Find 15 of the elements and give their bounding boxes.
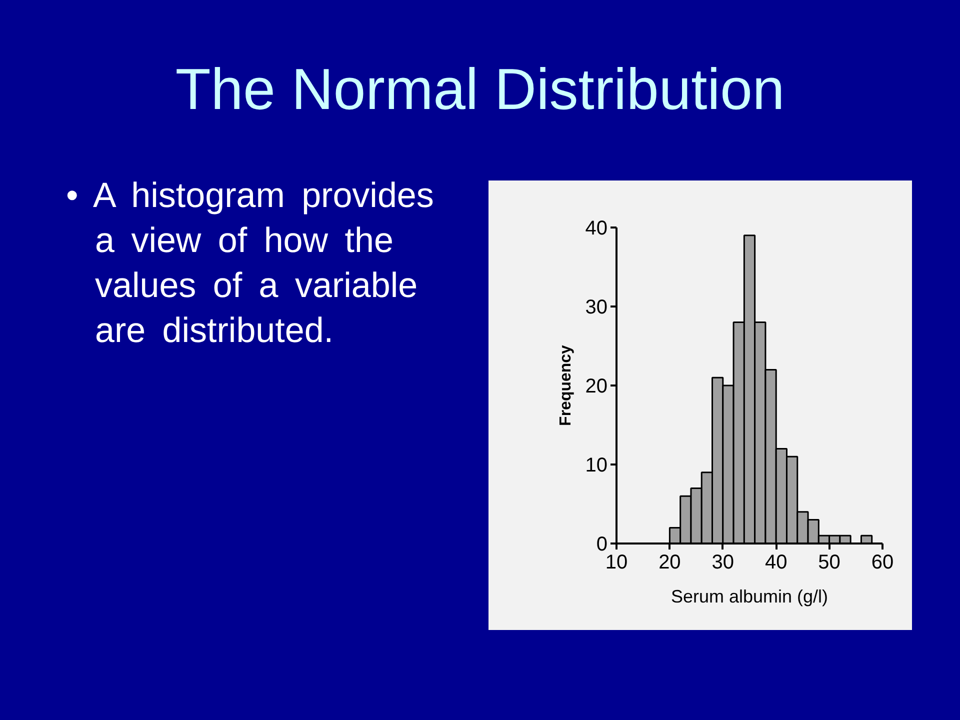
y-tick-label: 10 xyxy=(585,454,608,476)
x-axis-title: Serum albumin (g/l) xyxy=(670,586,828,606)
y-tick-label: 30 xyxy=(585,296,608,318)
text: • A histogram provides a view of how the values of a variable are distributed. xyxy=(65,175,435,352)
x-tick-label: 60 xyxy=(871,552,894,574)
y-tick-label: 20 xyxy=(585,376,608,398)
y-tick-label: 0 xyxy=(596,534,608,556)
chart-title: The Normal Distribution xyxy=(174,56,786,124)
x-tick-label: 50 xyxy=(818,552,840,574)
x-tick-label: 10 xyxy=(605,552,628,574)
x-tick-label: 30 xyxy=(712,552,734,574)
x-tick-label: 20 xyxy=(658,552,681,574)
y-tick-label: 40 xyxy=(585,218,608,240)
y-axis-title: Frequency xyxy=(557,344,574,426)
x-tick-label: 40 xyxy=(764,552,788,574)
